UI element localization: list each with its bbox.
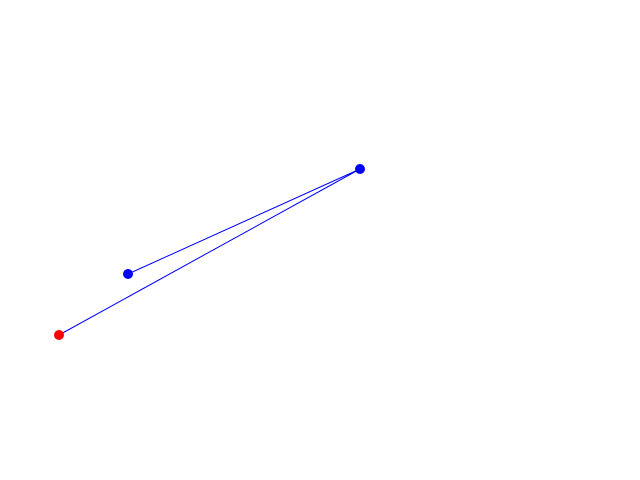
point[interactable] — [355, 164, 365, 174]
point[interactable] — [54, 330, 64, 340]
edge — [58, 168, 361, 336]
edge — [127, 168, 361, 275]
point[interactable] — [123, 269, 133, 279]
